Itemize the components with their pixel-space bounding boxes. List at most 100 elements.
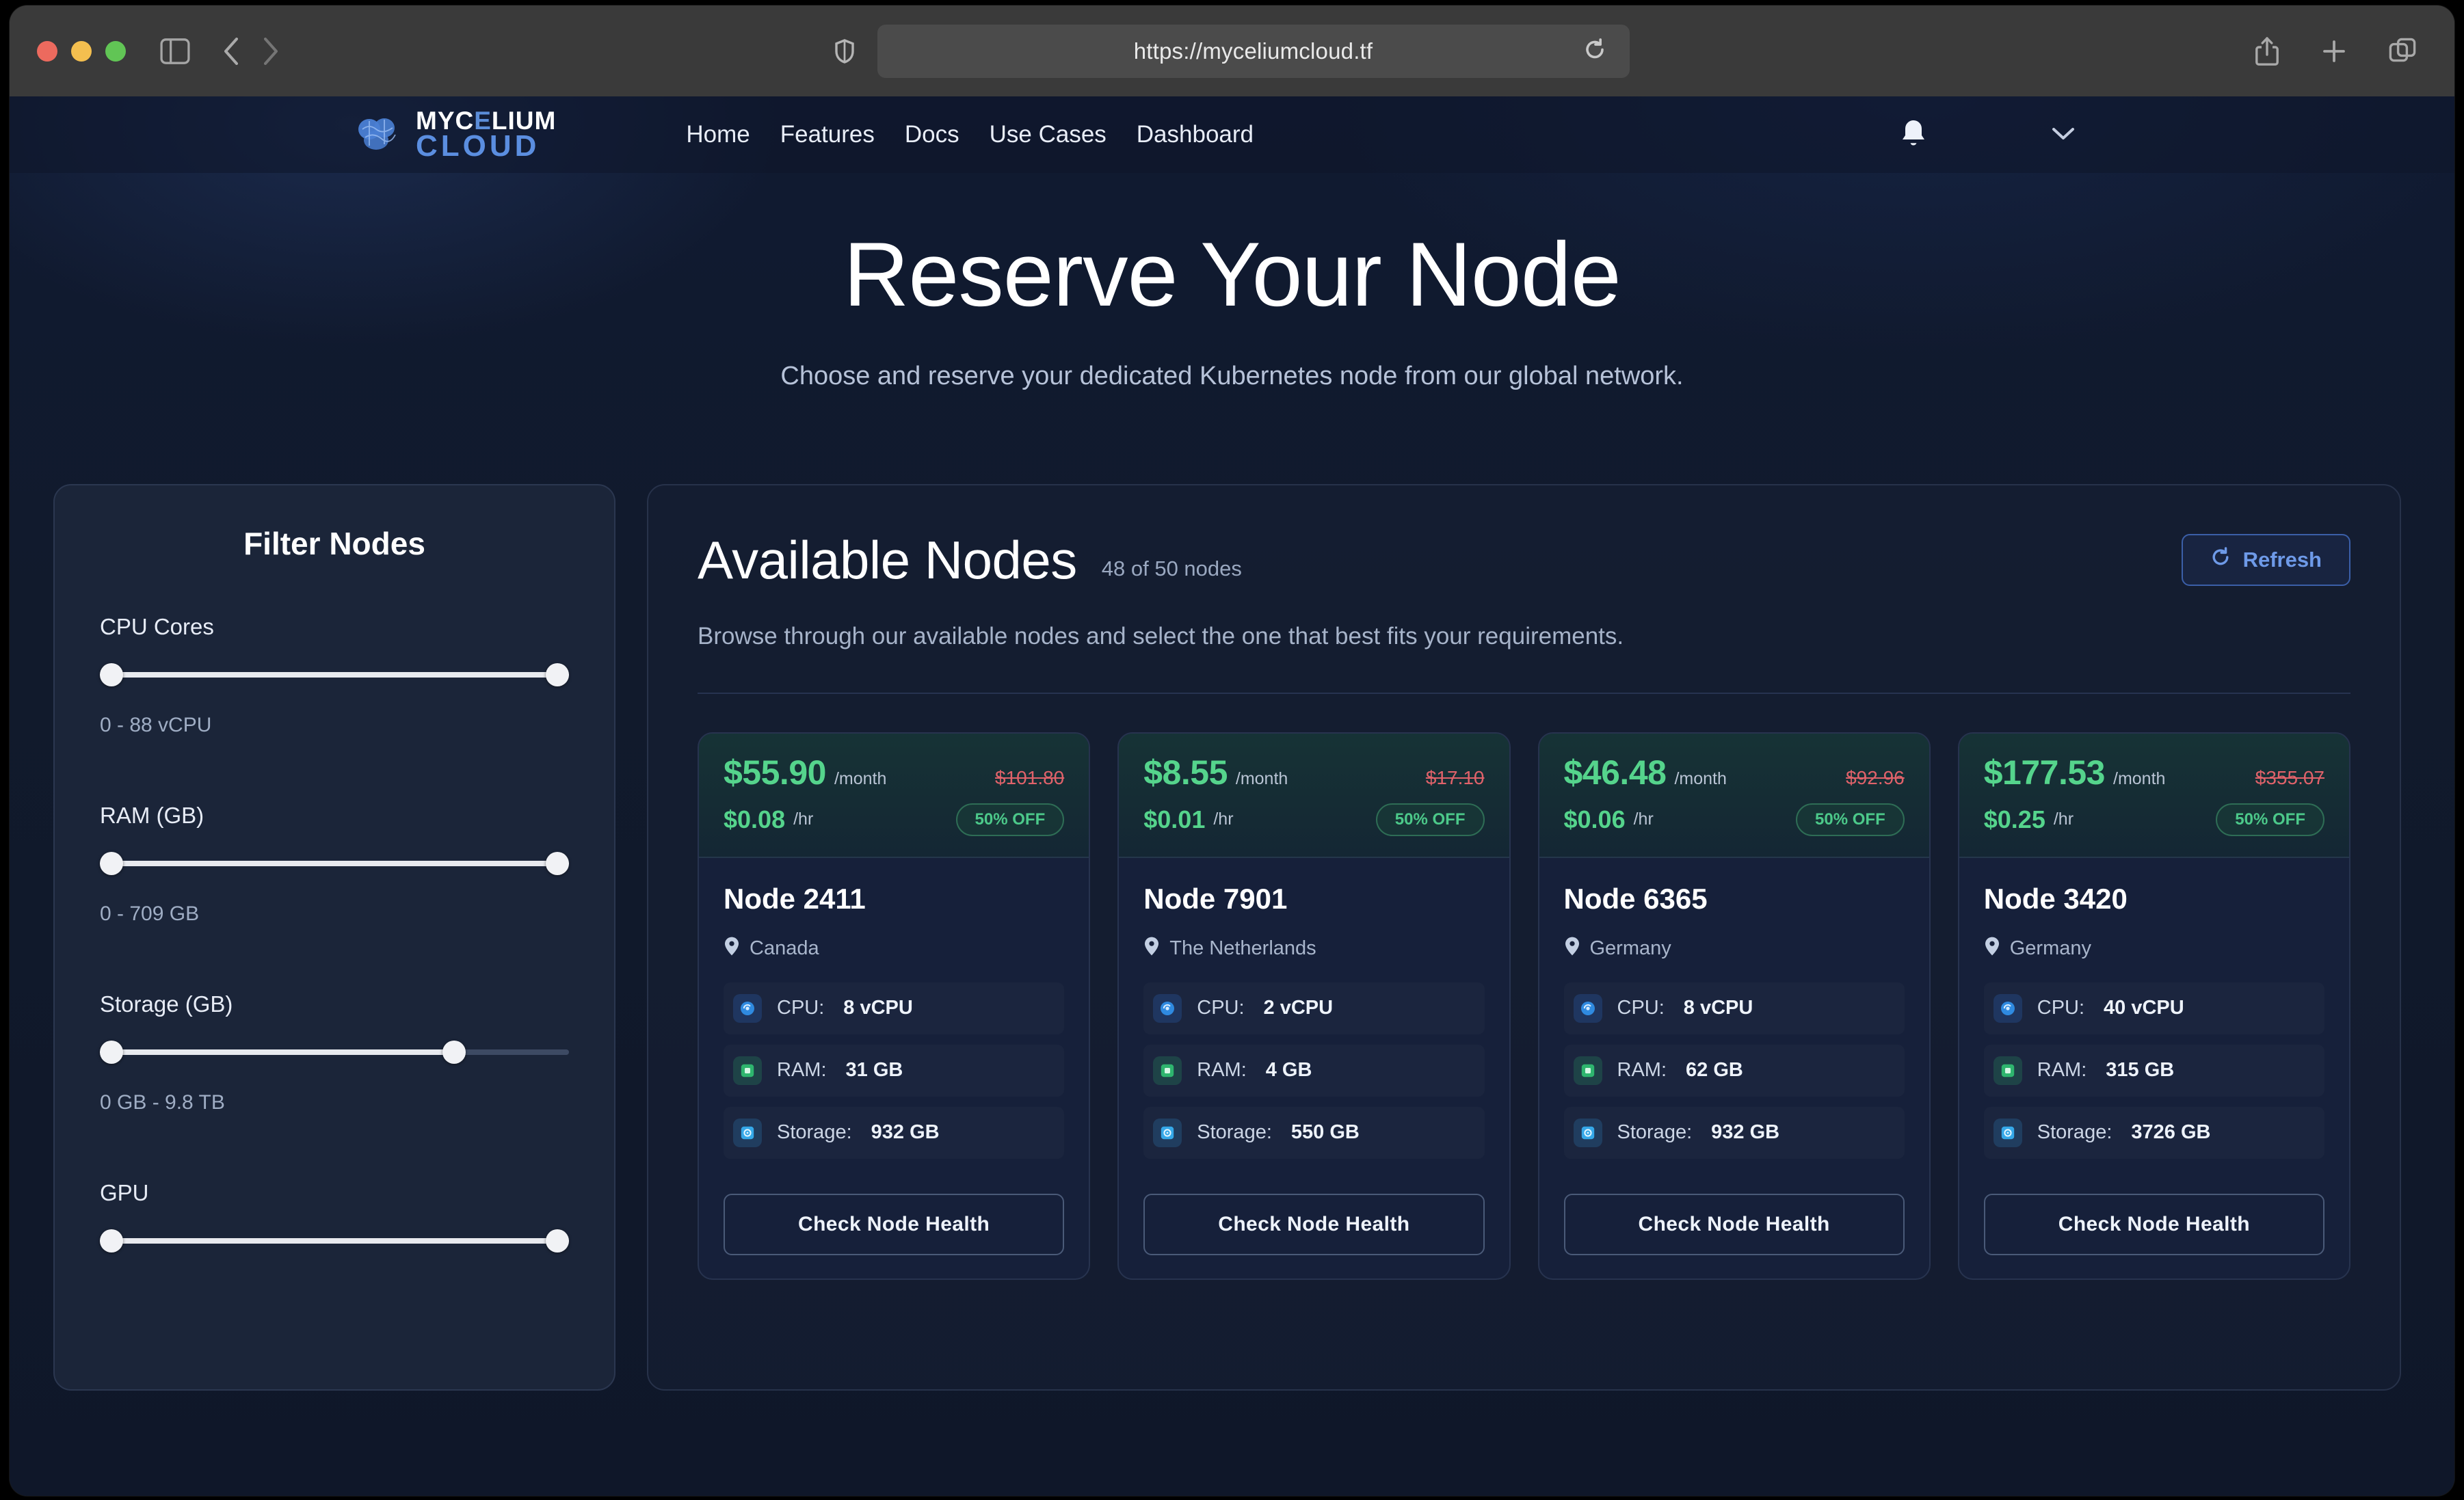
- minimize-window-button[interactable]: [71, 40, 92, 62]
- spec-ram-label: RAM:: [777, 1059, 827, 1082]
- bell-icon[interactable]: [1899, 118, 1928, 152]
- brand-wordmark: MYCELIUM CLOUD: [416, 106, 557, 161]
- slider-knob-min[interactable]: [100, 851, 123, 875]
- nav-link-dashboard[interactable]: Dashboard: [1136, 121, 1254, 148]
- spec-ram-label: RAM:: [1197, 1059, 1247, 1082]
- tab-overview-icon[interactable]: [2389, 38, 2416, 65]
- browser-window: https://myceliumcloud.tf: [10, 5, 2454, 1496]
- filter-panel-title: Filter Nodes: [243, 525, 425, 561]
- hero-section: Reserve Your Node Choose and reserve you…: [10, 173, 2454, 391]
- check-node-health-button[interactable]: Check Node Health: [1983, 1193, 2324, 1255]
- check-node-health-button[interactable]: Check Node Health: [724, 1193, 1065, 1255]
- spec-storage: Storage: 3726 GB: [1984, 1107, 2324, 1159]
- forward-arrow-icon[interactable]: [261, 36, 279, 66]
- slider-knob-max[interactable]: [546, 1229, 569, 1253]
- spec-storage: Storage: 932 GB: [724, 1107, 1064, 1159]
- spec-cpu: CPU: 2 vCPU: [1143, 982, 1484, 1034]
- shield-icon[interactable]: [834, 38, 854, 64]
- spec-storage-label: Storage:: [777, 1121, 852, 1144]
- back-arrow-icon[interactable]: [223, 36, 241, 66]
- node-card[interactable]: $46.48 /month $92.96 $0.06 /hr 50% OFF: [1537, 732, 1931, 1280]
- slider-knob-max[interactable]: [546, 851, 569, 875]
- spec-ram: RAM: 31 GB: [724, 1045, 1064, 1097]
- plus-icon[interactable]: [2322, 39, 2346, 64]
- refresh-button[interactable]: Refresh: [2181, 534, 2350, 587]
- node-card-body: Node 3420 Germany: [1959, 858, 2349, 1278]
- spec-ram-value: 315 GB: [2106, 1059, 2175, 1082]
- node-name: Node 7901: [1143, 882, 1288, 915]
- url-input[interactable]: https://myceliumcloud.tf: [877, 24, 1630, 78]
- storage-range-slider[interactable]: [100, 1040, 569, 1064]
- storage-icon: [1993, 1118, 2022, 1147]
- node-card[interactable]: $55.90 /month $101.80 $0.08 /hr 50% OFF: [698, 732, 1091, 1280]
- slider-fill: [100, 1049, 447, 1055]
- node-price-monthly: $8.55: [1143, 753, 1228, 792]
- reload-icon[interactable]: [1583, 38, 1606, 64]
- check-node-health-button[interactable]: Check Node Health: [1563, 1193, 1905, 1255]
- discount-badge: 50% OFF: [2216, 803, 2324, 836]
- spec-ram: RAM: 4 GB: [1143, 1045, 1484, 1097]
- spec-ram: RAM: 315 GB: [1984, 1045, 2324, 1097]
- node-card[interactable]: $177.53 /month $355.07 $0.25 /hr 50% OFF: [1957, 732, 2350, 1280]
- sidebar-toggle-icon[interactable]: [160, 38, 190, 64]
- nav-link-features[interactable]: Features: [780, 121, 875, 148]
- node-old-price: $17.10: [1425, 766, 1485, 788]
- browser-toolbar: https://myceliumcloud.tf: [10, 5, 2454, 96]
- ram-range-slider[interactable]: [100, 851, 569, 875]
- filter-label-cpu: CPU Cores: [100, 613, 214, 639]
- cpu-range-slider[interactable]: [100, 662, 569, 686]
- node-price-hour-period: /hr: [793, 809, 814, 829]
- navbar-right-actions: [1899, 118, 2076, 152]
- map-pin-icon: [1984, 936, 2000, 962]
- spec-cpu-label: CPU:: [777, 997, 825, 1019]
- spec-storage-label: Storage:: [2037, 1121, 2112, 1144]
- spec-ram-value: 62 GB: [1686, 1059, 1743, 1082]
- node-price-hourly: $0.08: [724, 805, 786, 833]
- node-location-text: Germany: [1589, 937, 1671, 960]
- maximize-window-button[interactable]: [105, 40, 126, 62]
- nav-link-home[interactable]: Home: [686, 121, 750, 148]
- spec-storage-value: 932 GB: [1711, 1121, 1780, 1144]
- refresh-icon: [2210, 547, 2231, 573]
- slider-knob-min[interactable]: [100, 1229, 123, 1253]
- close-window-button[interactable]: [37, 40, 57, 62]
- filter-group-storage: Storage (GB) 0 GB - 9.8 TB: [100, 991, 569, 1114]
- share-icon[interactable]: [2255, 36, 2279, 66]
- brand-logo-group[interactable]: MYCELIUM CLOUD: [354, 106, 557, 161]
- node-specs: CPU: 8 vCPU RAM: 31 GB: [724, 982, 1064, 1159]
- url-text: https://myceliumcloud.tf: [1133, 38, 1373, 64]
- node-location: Germany: [1984, 936, 2324, 962]
- cpu-icon: [733, 993, 762, 1023]
- node-location-text: The Netherlands: [1169, 937, 1316, 960]
- node-card-price-header: $46.48 /month $92.96 $0.06 /hr 50% OFF: [1539, 733, 1929, 858]
- spec-cpu-label: CPU:: [1617, 997, 1665, 1019]
- spec-cpu-value: 8 vCPU: [843, 997, 913, 1019]
- node-old-price: $92.96: [1846, 766, 1905, 788]
- page-content: MYCELIUM CLOUD Home Features Docs Use Ca…: [10, 96, 2454, 1496]
- filter-label-storage: Storage (GB): [100, 991, 233, 1017]
- node-location: Germany: [1564, 936, 1905, 962]
- node-card-price-header: $55.90 /month $101.80 $0.08 /hr 50% OFF: [699, 733, 1089, 858]
- brand-line-1: MYCELIUM: [416, 106, 557, 135]
- slider-knob-max[interactable]: [442, 1040, 466, 1064]
- slider-knob-min[interactable]: [100, 1040, 123, 1064]
- gpu-range-slider[interactable]: [100, 1229, 569, 1253]
- check-node-health-button[interactable]: Check Node Health: [1143, 1193, 1485, 1255]
- nodes-count: 48 of 50 nodes: [1101, 557, 1242, 581]
- node-card-grid: $55.90 /month $101.80 $0.08 /hr 50% OFF: [698, 732, 2350, 1280]
- node-name: Node 6365: [1563, 882, 1708, 915]
- spec-ram-value: 4 GB: [1265, 1059, 1312, 1082]
- chevron-down-icon[interactable]: [2051, 125, 2076, 145]
- slider-knob-max[interactable]: [546, 662, 569, 686]
- node-location-text: Canada: [750, 937, 819, 960]
- map-pin-icon: [1143, 936, 1160, 962]
- slider-knob-min[interactable]: [100, 662, 123, 686]
- node-card-body: Node 6365 Germany: [1539, 858, 1929, 1278]
- nodes-subtitle: Browse through our available nodes and s…: [698, 622, 1624, 649]
- node-card[interactable]: $8.55 /month $17.10 $0.01 /hr 50% OFF: [1117, 732, 1511, 1280]
- nav-link-docs[interactable]: Docs: [904, 121, 959, 148]
- site-navbar: MYCELIUM CLOUD Home Features Docs Use Ca…: [10, 96, 2454, 173]
- main-content: Filter Nodes CPU Cores 0 - 88 vCPU RAM (…: [10, 391, 2454, 1391]
- nav-link-use-cases[interactable]: Use Cases: [989, 121, 1107, 148]
- filter-range-ram: 0 - 709 GB: [100, 902, 200, 925]
